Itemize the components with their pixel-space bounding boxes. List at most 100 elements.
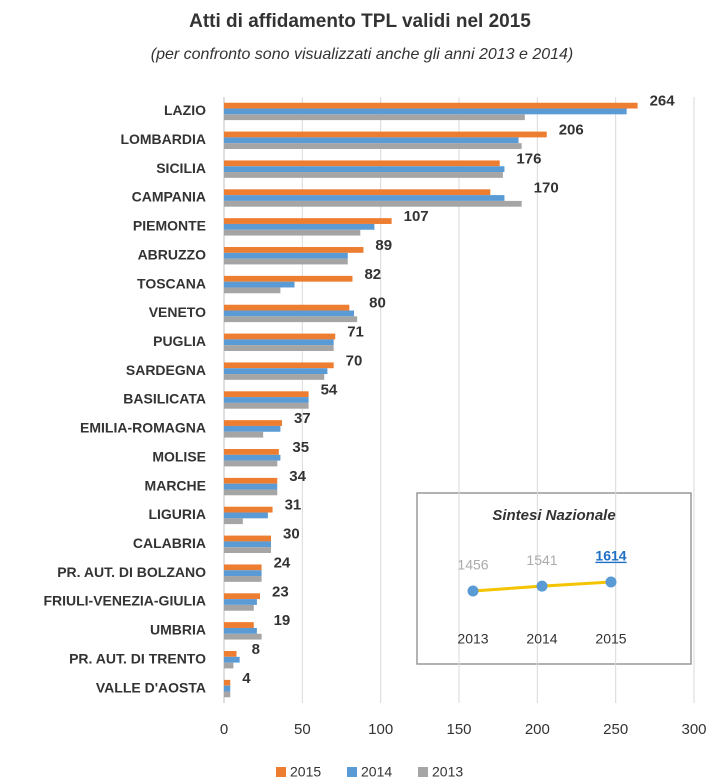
- bar: [224, 483, 278, 490]
- data-label: 54: [321, 381, 338, 398]
- bar: [224, 593, 261, 600]
- data-label: 1614: [595, 548, 626, 564]
- bar: [224, 275, 353, 282]
- legend-label: 2015: [290, 764, 321, 780]
- chart-title: Atti di affidamento TPL validi nel 2015: [189, 11, 531, 32]
- data-label: 34: [289, 468, 306, 485]
- data-label: 80: [369, 295, 386, 312]
- bar: [224, 223, 375, 230]
- y-tick-label: TOSCANA: [137, 275, 206, 291]
- bar: [224, 685, 231, 692]
- bar: [224, 247, 364, 253]
- data-label: 23: [272, 583, 289, 600]
- data-label: 35: [292, 439, 309, 456]
- bar: [224, 541, 271, 548]
- legend-swatch: [418, 767, 428, 777]
- data-label: 8: [252, 641, 260, 658]
- y-tick-label: PR. AUT. DI BOLZANO: [57, 564, 206, 580]
- data-label: 4: [242, 670, 251, 687]
- bar: [224, 449, 279, 455]
- bar: [224, 425, 281, 432]
- bar: [224, 160, 500, 167]
- bar: [224, 304, 350, 311]
- bar: [224, 506, 273, 513]
- bar: [224, 604, 254, 611]
- bar: [224, 391, 309, 398]
- bar: [224, 535, 271, 542]
- y-tick-label: LIGURIA: [148, 506, 206, 522]
- bar: [224, 316, 358, 323]
- inset-box: [416, 492, 692, 665]
- bar: [224, 258, 348, 265]
- bar: [224, 547, 271, 553]
- y-tick-label: MOLISE: [152, 448, 206, 464]
- y-tick-label: CALABRIA: [133, 535, 206, 551]
- y-tick-label: EMILIA-ROMAGNA: [80, 420, 206, 436]
- bar: [224, 200, 522, 207]
- marker: [467, 585, 479, 597]
- bar: [224, 281, 295, 288]
- data-label: 1456: [457, 557, 488, 573]
- data-label: 31: [285, 497, 302, 514]
- bar: [224, 420, 282, 426]
- y-tick-label: PUGLIA: [153, 333, 206, 349]
- y-tick-label: PR. AUT. DI TRENTO: [69, 650, 206, 666]
- legend-swatch: [347, 767, 357, 777]
- bar: [224, 599, 257, 605]
- y-tick-label: FRIULI-VENEZIA-GIULIA: [43, 593, 206, 609]
- bar: [224, 166, 505, 173]
- legend-label: 2013: [432, 764, 463, 780]
- y-tick-label: ABRUZZO: [138, 246, 207, 262]
- bar: [224, 489, 278, 496]
- bar: [224, 512, 268, 519]
- bar: [224, 137, 519, 144]
- bar: [224, 402, 309, 409]
- y-tick-label: VENETO: [149, 304, 206, 320]
- bar: [224, 108, 627, 115]
- bar: [224, 627, 257, 634]
- y-tick-label: VALLE D'AOSTA: [96, 679, 206, 695]
- marker: [605, 576, 617, 588]
- y-tick-label: CAMPANIA: [132, 189, 206, 205]
- bar: [224, 362, 334, 369]
- x-tick-label: 50: [294, 721, 311, 738]
- bar: [224, 345, 334, 351]
- bar: [224, 287, 281, 294]
- x-tick-label: 2014: [526, 631, 557, 647]
- bar: [224, 189, 491, 196]
- bar: [224, 102, 638, 109]
- x-tick-label: 100: [368, 721, 393, 738]
- bar: [224, 662, 234, 669]
- data-label: 37: [294, 410, 311, 427]
- bar: [224, 195, 505, 201]
- x-tick-label: 150: [446, 721, 471, 738]
- bar: [224, 518, 243, 525]
- y-tick-label: PIEMONTE: [133, 218, 206, 234]
- bar: [224, 477, 278, 484]
- bar: [224, 374, 325, 380]
- marker: [536, 580, 548, 592]
- y-tick-label: BASILICATA: [123, 391, 206, 407]
- data-label: 107: [404, 208, 429, 225]
- y-tick-label: LOMBARDIA: [120, 131, 206, 147]
- bar: [224, 218, 392, 224]
- bar: [224, 460, 278, 467]
- bar: [224, 576, 262, 582]
- bar: [224, 143, 522, 149]
- data-label: 1541: [526, 552, 557, 568]
- x-tick-label: 2015: [595, 631, 626, 647]
- bar: [224, 368, 328, 375]
- bar: [224, 564, 262, 571]
- x-tick-label: 300: [681, 721, 706, 738]
- data-label: 71: [347, 324, 364, 341]
- bar: [224, 651, 237, 657]
- data-label: 264: [650, 93, 676, 110]
- x-tick-label: 0: [220, 721, 228, 738]
- bar: [224, 339, 334, 346]
- bar: [224, 633, 262, 640]
- bar: [224, 114, 525, 121]
- bar: [224, 679, 231, 686]
- chart-subtitle: (per confronto sono visualizzati anche g…: [151, 46, 574, 63]
- bar: [224, 310, 355, 317]
